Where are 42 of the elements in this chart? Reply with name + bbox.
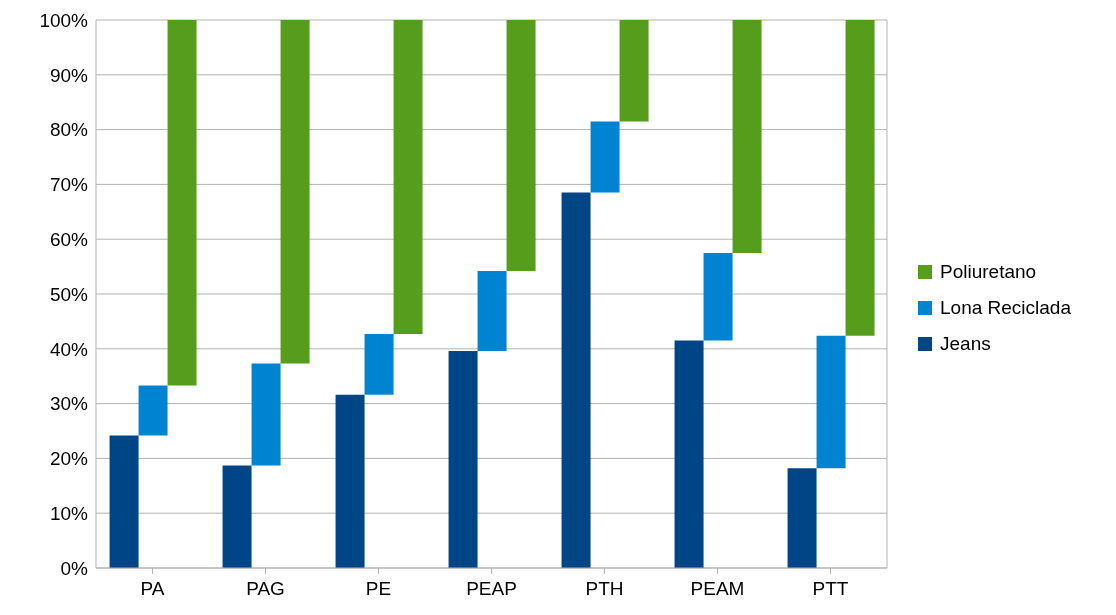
y-tick-label: 40% xyxy=(49,338,89,360)
bar xyxy=(477,270,507,351)
bar xyxy=(845,20,875,336)
x-tick-label: PAG xyxy=(246,578,285,600)
x-tick-label: PTT xyxy=(812,578,849,600)
bar xyxy=(222,465,252,568)
bar xyxy=(448,350,478,568)
bar xyxy=(561,192,591,568)
bar xyxy=(703,252,733,341)
y-tick-label: 60% xyxy=(49,228,89,250)
y-tick-label: 100% xyxy=(39,9,89,31)
y-tick-label: 70% xyxy=(49,174,89,196)
x-tick-label: PEAM xyxy=(690,578,745,600)
y-tick-label: 20% xyxy=(49,448,89,470)
bar xyxy=(506,20,536,271)
bar xyxy=(732,20,762,253)
y-tick-label: 0% xyxy=(60,557,89,579)
bar xyxy=(109,435,139,568)
y-tick-label: 30% xyxy=(49,393,89,415)
legend-label: Lona Reciclada xyxy=(940,297,1071,319)
x-tick-label: PTH xyxy=(585,578,624,600)
bar xyxy=(674,340,704,568)
bar xyxy=(619,20,649,122)
bar xyxy=(138,385,168,436)
bar xyxy=(590,121,620,193)
x-tick-label: PA xyxy=(140,578,165,600)
y-tick-label: 10% xyxy=(49,502,89,524)
y-tick-label: 80% xyxy=(49,119,89,141)
bar xyxy=(393,20,423,334)
bar xyxy=(251,363,281,466)
bar xyxy=(280,20,310,364)
bar xyxy=(335,394,365,568)
legend-label: Jeans xyxy=(940,333,991,355)
x-tick-label: PE xyxy=(365,578,392,600)
bar xyxy=(787,468,817,568)
x-tick-label: PEAP xyxy=(466,578,517,600)
bar xyxy=(816,335,846,469)
bar xyxy=(167,20,197,386)
bar xyxy=(364,334,394,395)
y-tick-label: 50% xyxy=(49,283,89,305)
legend-label: Poliuretano xyxy=(940,261,1037,283)
y-tick-label: 90% xyxy=(49,64,89,86)
